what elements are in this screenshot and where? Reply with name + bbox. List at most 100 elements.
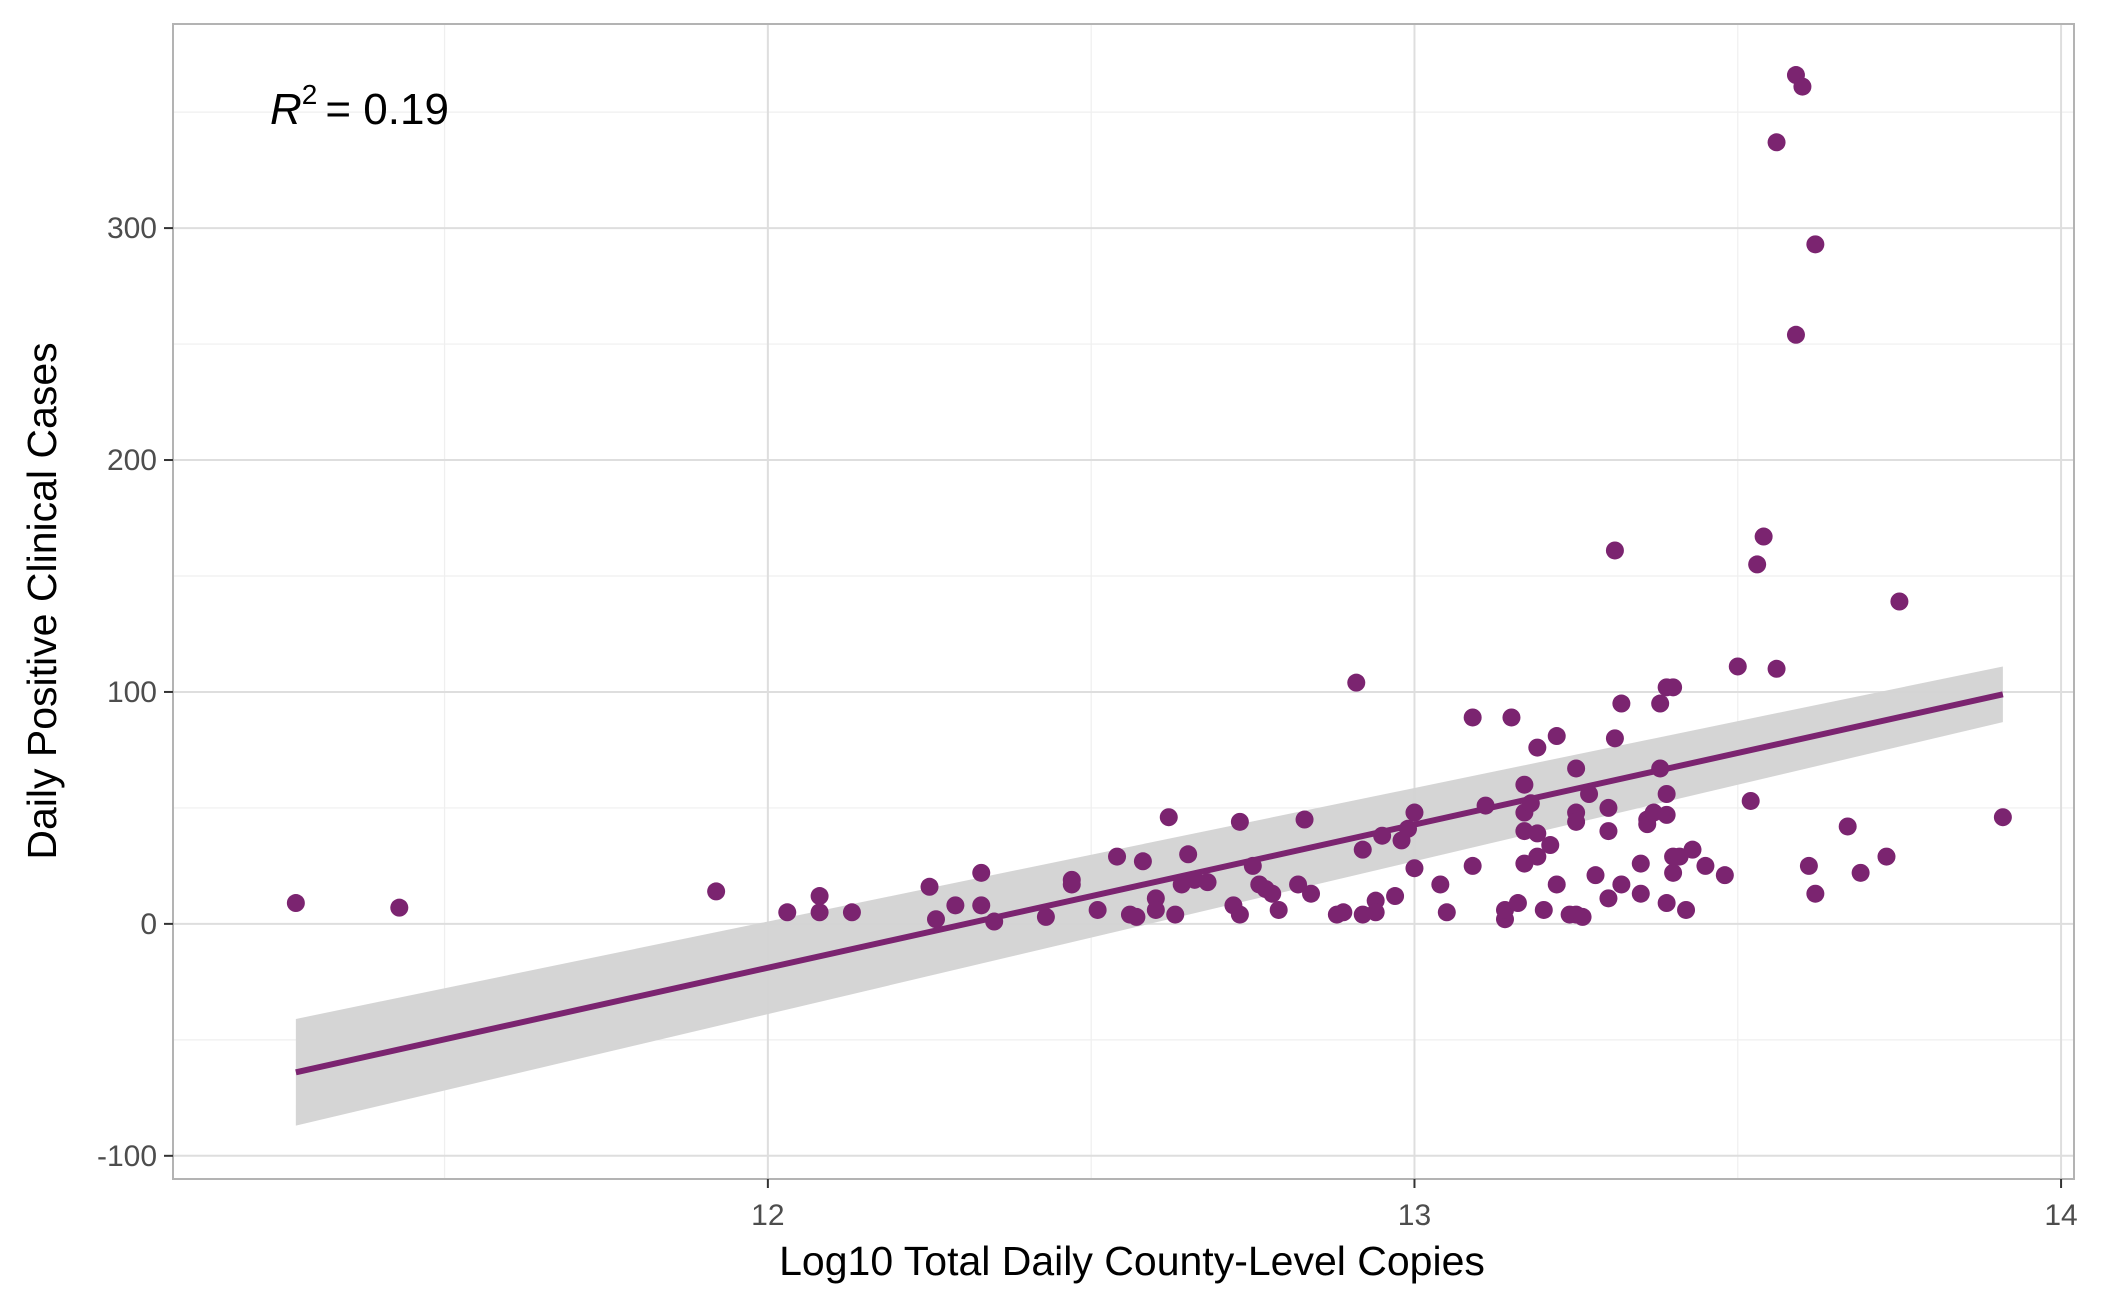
data-point bbox=[1547, 875, 1566, 894]
data-point bbox=[1463, 856, 1482, 875]
r-squared-value: = 0.19 bbox=[325, 85, 449, 134]
x-axis-ticks: 12 13 14 bbox=[751, 1179, 2078, 1232]
data-point bbox=[1754, 527, 1773, 546]
data-point bbox=[778, 903, 797, 922]
data-point bbox=[1347, 673, 1366, 692]
data-point bbox=[1677, 900, 1696, 919]
data-point bbox=[1528, 738, 1547, 757]
r-squared-base: R bbox=[270, 85, 302, 134]
data-point bbox=[1431, 875, 1450, 894]
data-point bbox=[1127, 907, 1146, 926]
data-point bbox=[1599, 889, 1618, 908]
data-point bbox=[1599, 822, 1618, 841]
data-point bbox=[1657, 785, 1676, 803]
data-point bbox=[1547, 727, 1566, 746]
data-points bbox=[286, 66, 2012, 931]
data-point bbox=[1269, 900, 1288, 919]
y-tick-label: 0 bbox=[140, 908, 157, 941]
data-point bbox=[1664, 863, 1683, 882]
data-point bbox=[1657, 894, 1676, 913]
data-point bbox=[1263, 884, 1282, 903]
y-tick-label: -100 bbox=[97, 1140, 157, 1173]
data-point bbox=[1353, 840, 1372, 859]
data-point bbox=[1657, 805, 1676, 824]
data-point bbox=[1062, 875, 1081, 894]
x-axis-title: Log10 Total Daily County-Level Copies bbox=[779, 1238, 1485, 1284]
y-tick-label: 100 bbox=[107, 676, 157, 709]
data-point bbox=[1463, 708, 1482, 727]
data-point bbox=[1133, 852, 1152, 871]
data-point bbox=[1664, 678, 1683, 697]
data-point bbox=[1302, 884, 1321, 903]
major-gridlines bbox=[173, 24, 2074, 1179]
data-point bbox=[1198, 873, 1217, 892]
data-point bbox=[1405, 859, 1424, 878]
data-point bbox=[1567, 759, 1586, 778]
y-tick-label: 300 bbox=[107, 212, 157, 245]
data-point bbox=[1515, 775, 1534, 794]
data-point bbox=[390, 898, 409, 917]
data-point bbox=[1289, 875, 1308, 894]
data-point bbox=[1877, 847, 1896, 866]
data-point bbox=[1243, 856, 1262, 875]
data-point bbox=[1580, 785, 1599, 803]
data-point bbox=[926, 910, 945, 929]
data-point bbox=[1373, 826, 1392, 845]
data-point bbox=[810, 887, 829, 906]
x-tick-label: 13 bbox=[1398, 1199, 1431, 1232]
data-point bbox=[1399, 819, 1418, 838]
r-squared-annotation: R2 = 0.19 bbox=[270, 79, 449, 134]
data-point bbox=[1476, 796, 1495, 815]
data-point bbox=[1230, 812, 1249, 831]
data-point bbox=[1405, 803, 1424, 822]
data-point bbox=[1179, 845, 1198, 864]
data-point bbox=[1651, 694, 1670, 713]
data-point bbox=[972, 863, 991, 882]
data-point bbox=[1567, 812, 1586, 831]
data-point bbox=[1838, 817, 1857, 836]
data-point bbox=[1366, 903, 1385, 922]
data-point bbox=[1651, 759, 1670, 778]
data-point bbox=[1036, 907, 1055, 926]
data-point bbox=[1502, 708, 1521, 727]
data-point bbox=[1334, 903, 1353, 922]
data-point bbox=[1508, 894, 1527, 913]
y-axis-ticks: -100 0 100 200 300 bbox=[97, 212, 173, 1173]
panel-border bbox=[172, 23, 2075, 1180]
data-point bbox=[1230, 905, 1249, 924]
data-point bbox=[1806, 884, 1825, 903]
data-point bbox=[1851, 863, 1870, 882]
y-axis-title: Daily Positive Clinical Cases bbox=[19, 342, 65, 859]
data-point bbox=[1631, 854, 1650, 873]
data-point bbox=[972, 896, 991, 915]
data-point bbox=[1715, 866, 1734, 885]
data-point bbox=[1793, 77, 1812, 96]
data-point bbox=[1521, 794, 1540, 813]
data-point bbox=[286, 894, 305, 913]
data-point bbox=[946, 896, 965, 915]
data-point bbox=[1528, 847, 1547, 866]
data-point bbox=[1146, 900, 1165, 919]
data-point bbox=[1541, 836, 1560, 855]
data-point bbox=[1748, 555, 1767, 574]
x-tick-label: 14 bbox=[2044, 1199, 2077, 1232]
data-point bbox=[920, 877, 939, 896]
data-point bbox=[707, 882, 726, 901]
data-point bbox=[1437, 903, 1456, 922]
data-point bbox=[810, 903, 829, 922]
data-point bbox=[1573, 907, 1592, 926]
data-point bbox=[1159, 808, 1178, 827]
data-point bbox=[1890, 592, 1909, 611]
data-point bbox=[1767, 133, 1786, 152]
data-point bbox=[1528, 824, 1547, 843]
data-point bbox=[1166, 905, 1185, 924]
data-point bbox=[1696, 856, 1715, 875]
data-point bbox=[985, 912, 1004, 931]
x-tick-label: 12 bbox=[751, 1199, 784, 1232]
data-point bbox=[1767, 659, 1786, 678]
data-point bbox=[1631, 884, 1650, 903]
data-point bbox=[1599, 798, 1618, 817]
data-point bbox=[1586, 866, 1605, 885]
data-point bbox=[1799, 856, 1818, 875]
